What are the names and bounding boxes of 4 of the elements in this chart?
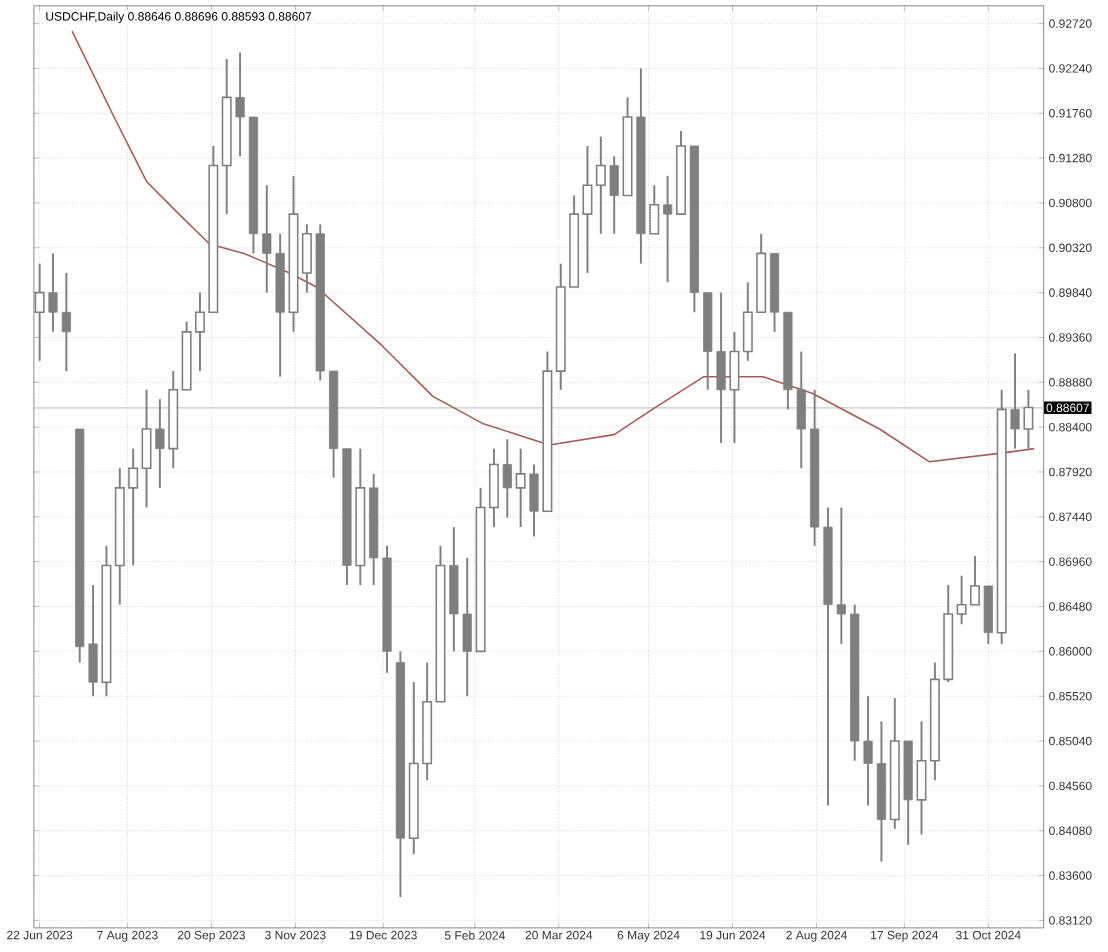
line-series — [71, 30, 1035, 463]
candlestick — [916, 720, 927, 836]
candlestick — [61, 272, 71, 373]
candlestick — [663, 175, 673, 284]
